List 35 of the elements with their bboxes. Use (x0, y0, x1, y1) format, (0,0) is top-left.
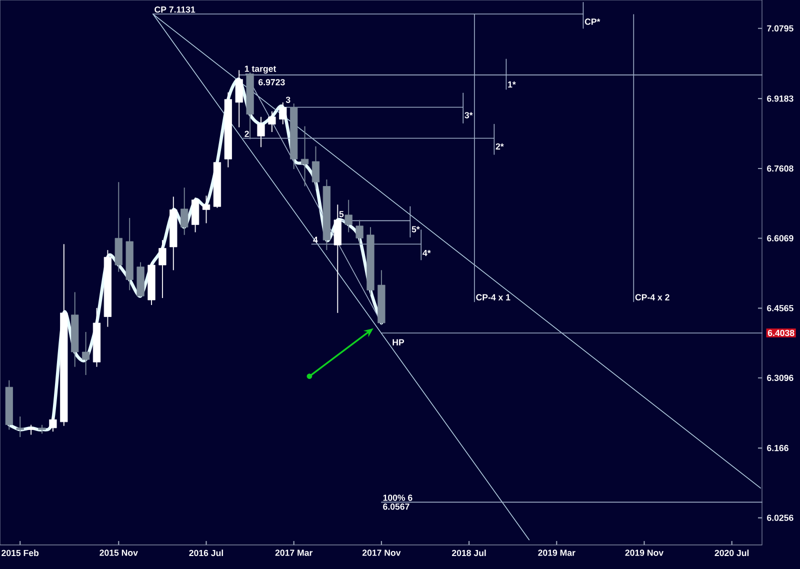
annotation: 6.4038 (768, 330, 794, 336)
x-tick-label: 2017 Mar (275, 550, 313, 556)
annotation: CP-4 x 2 (635, 294, 670, 300)
x-tick-label: 2015 Feb (2, 550, 39, 556)
y-tick-label: 6.4565 (767, 305, 794, 312)
annotation: 3 (286, 96, 290, 103)
annotation: 5* (412, 226, 420, 232)
x-tick-label: 2020 Jul (714, 550, 749, 556)
annotation: CP* (584, 18, 600, 25)
x-tick-label: 2019 Mar (538, 550, 576, 556)
y-tick-label: 6.7608 (767, 165, 794, 172)
y-tick-label: 6.0256 (767, 514, 794, 521)
y-tick-label: 7.0795 (767, 25, 794, 32)
x-tick-label: 2016 Jul (189, 550, 223, 556)
annotation: 6.9723 (258, 79, 285, 86)
annotation: 4* (422, 250, 431, 256)
x-tick-label: 2017 Nov (362, 550, 401, 556)
annotation: HP (392, 339, 404, 346)
x-tick-label: 2015 Nov (100, 550, 138, 556)
x-tick-label: 2018 Jul (452, 550, 486, 556)
annotation: 1 target (244, 66, 276, 74)
annotation: 5 (339, 211, 344, 218)
annotation: CP-4 x 1 (476, 294, 510, 300)
x-tick-label: 2019 Nov (625, 550, 664, 556)
annotation: 100% 6 (383, 494, 412, 501)
y-tick-label: 6.166 (767, 444, 788, 452)
annotation: 3* (464, 112, 473, 118)
annotation: 2* (496, 143, 504, 150)
y-tick-label: 6.9183 (767, 95, 794, 102)
annotation: 2 (244, 130, 249, 137)
annotation: 1* (508, 81, 516, 88)
annotation: 6.0567 (383, 504, 410, 510)
annotation: CP 7.1131 (154, 6, 196, 13)
y-tick-label: 6.3096 (767, 374, 794, 382)
y-tick-label: 6.6069 (767, 235, 794, 242)
